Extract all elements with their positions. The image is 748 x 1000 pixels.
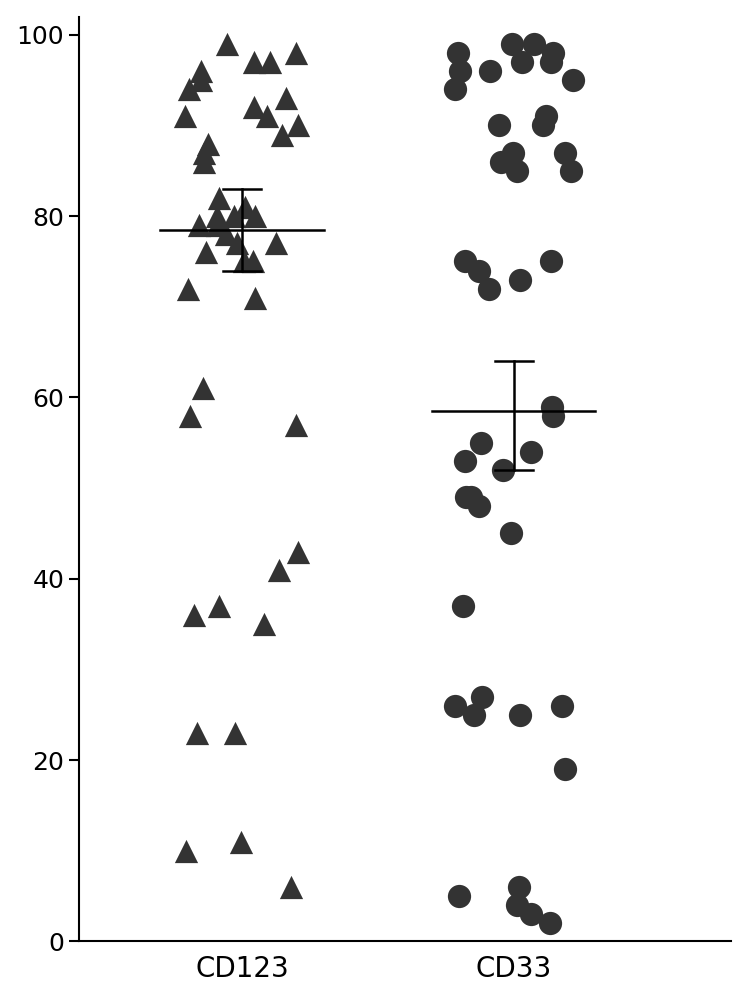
Point (507, 145, 519, 161)
Point (449, 698, 461, 714)
Point (506, 36, 518, 52)
Point (525, 444, 537, 460)
Point (228, 208, 240, 224)
Point (198, 154, 210, 170)
Point (264, 54, 276, 70)
Point (180, 843, 192, 859)
Point (193, 217, 205, 233)
Point (261, 108, 273, 124)
Point (211, 208, 223, 224)
Point (195, 72, 207, 88)
Point (515, 272, 527, 288)
Point (249, 208, 261, 224)
Point (247, 253, 259, 269)
Point (515, 54, 527, 70)
Point (183, 81, 195, 97)
Point (483, 281, 495, 297)
Point (449, 81, 461, 97)
Point (292, 544, 304, 560)
Point (514, 707, 526, 723)
Point (497, 462, 509, 478)
Point (212, 190, 224, 206)
Point (236, 834, 248, 850)
Point (565, 163, 577, 179)
Point (211, 217, 223, 233)
Point (248, 54, 260, 70)
Point (566, 72, 578, 88)
Point (537, 117, 549, 133)
Point (270, 235, 282, 251)
Point (453, 888, 465, 904)
Point (511, 163, 523, 179)
Point (474, 435, 486, 451)
Point (452, 45, 464, 61)
Point (191, 725, 203, 741)
Point (239, 199, 251, 215)
Point (524, 906, 536, 922)
Point (495, 154, 507, 170)
Point (476, 689, 488, 705)
Point (220, 226, 232, 242)
Point (556, 698, 568, 714)
Point (212, 598, 224, 614)
Point (560, 761, 571, 777)
Point (540, 108, 552, 124)
Point (195, 63, 207, 79)
Point (182, 281, 194, 297)
Point (200, 244, 212, 260)
Point (547, 45, 559, 61)
Point (273, 562, 285, 578)
Point (248, 99, 260, 115)
Point (238, 253, 250, 269)
Point (465, 489, 477, 505)
Point (290, 45, 302, 61)
Point (188, 607, 200, 623)
Point (197, 380, 209, 396)
Point (285, 879, 297, 895)
Point (179, 108, 191, 124)
Point (547, 408, 559, 424)
Point (505, 525, 517, 541)
Point (292, 117, 304, 133)
Point (511, 897, 523, 913)
Point (473, 263, 485, 279)
Point (459, 253, 471, 269)
Point (546, 399, 558, 415)
Point (221, 36, 233, 52)
Point (529, 36, 541, 52)
Point (276, 127, 288, 143)
Point (459, 489, 471, 505)
Point (249, 290, 261, 306)
Point (289, 417, 301, 433)
Point (468, 707, 480, 723)
Point (198, 145, 210, 161)
Point (184, 408, 196, 424)
Point (473, 498, 485, 514)
Point (457, 598, 469, 614)
Point (258, 616, 270, 632)
Point (453, 63, 465, 79)
Point (493, 117, 505, 133)
Point (513, 879, 525, 895)
Point (280, 90, 292, 106)
Point (459, 453, 471, 469)
Point (545, 253, 557, 269)
Point (560, 145, 571, 161)
Point (484, 63, 496, 79)
Point (545, 54, 557, 70)
Point (544, 915, 556, 931)
Point (230, 235, 242, 251)
Point (202, 136, 214, 152)
Point (229, 725, 241, 741)
